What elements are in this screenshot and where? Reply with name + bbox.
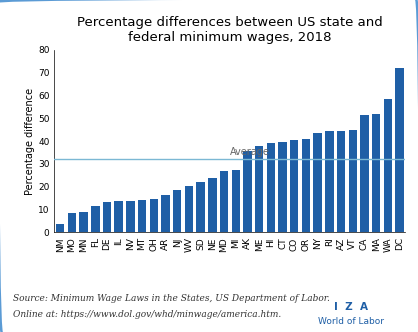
Bar bbox=[220, 171, 228, 232]
Bar bbox=[79, 212, 88, 232]
Bar bbox=[255, 146, 263, 232]
Bar bbox=[208, 178, 217, 232]
Bar bbox=[243, 151, 252, 232]
Text: Online at: https://www.dol.gov/whd/minwage/america.htm.: Online at: https://www.dol.gov/whd/minwa… bbox=[13, 310, 281, 319]
Bar bbox=[68, 213, 76, 232]
Bar bbox=[103, 202, 111, 232]
Bar bbox=[302, 139, 310, 232]
Bar bbox=[138, 201, 146, 232]
Bar bbox=[349, 130, 357, 232]
Bar bbox=[267, 143, 275, 232]
Bar bbox=[372, 114, 380, 232]
Bar bbox=[395, 68, 404, 232]
Y-axis label: Percentage difference: Percentage difference bbox=[25, 88, 35, 195]
Bar bbox=[232, 170, 240, 232]
Text: Average: Average bbox=[230, 147, 270, 157]
Bar bbox=[185, 186, 193, 232]
Bar bbox=[196, 182, 205, 232]
Bar bbox=[278, 142, 287, 232]
Bar bbox=[290, 140, 298, 232]
Bar bbox=[56, 224, 64, 232]
Text: Source: Minimum Wage Laws in the States, US Department of Labor.: Source: Minimum Wage Laws in the States,… bbox=[13, 294, 329, 303]
Bar bbox=[115, 201, 123, 232]
Bar bbox=[91, 206, 99, 232]
Bar bbox=[161, 195, 170, 232]
Bar bbox=[314, 133, 322, 232]
Bar bbox=[150, 199, 158, 232]
Text: I  Z  A: I Z A bbox=[334, 302, 368, 312]
Bar bbox=[126, 201, 135, 232]
Text: World of Labor: World of Labor bbox=[318, 317, 384, 326]
Bar bbox=[384, 99, 392, 232]
Bar bbox=[360, 115, 369, 232]
Bar bbox=[325, 131, 334, 232]
Bar bbox=[173, 190, 181, 232]
Bar bbox=[337, 131, 345, 232]
Title: Percentage differences between US state and
federal minimum wages, 2018: Percentage differences between US state … bbox=[77, 17, 383, 44]
